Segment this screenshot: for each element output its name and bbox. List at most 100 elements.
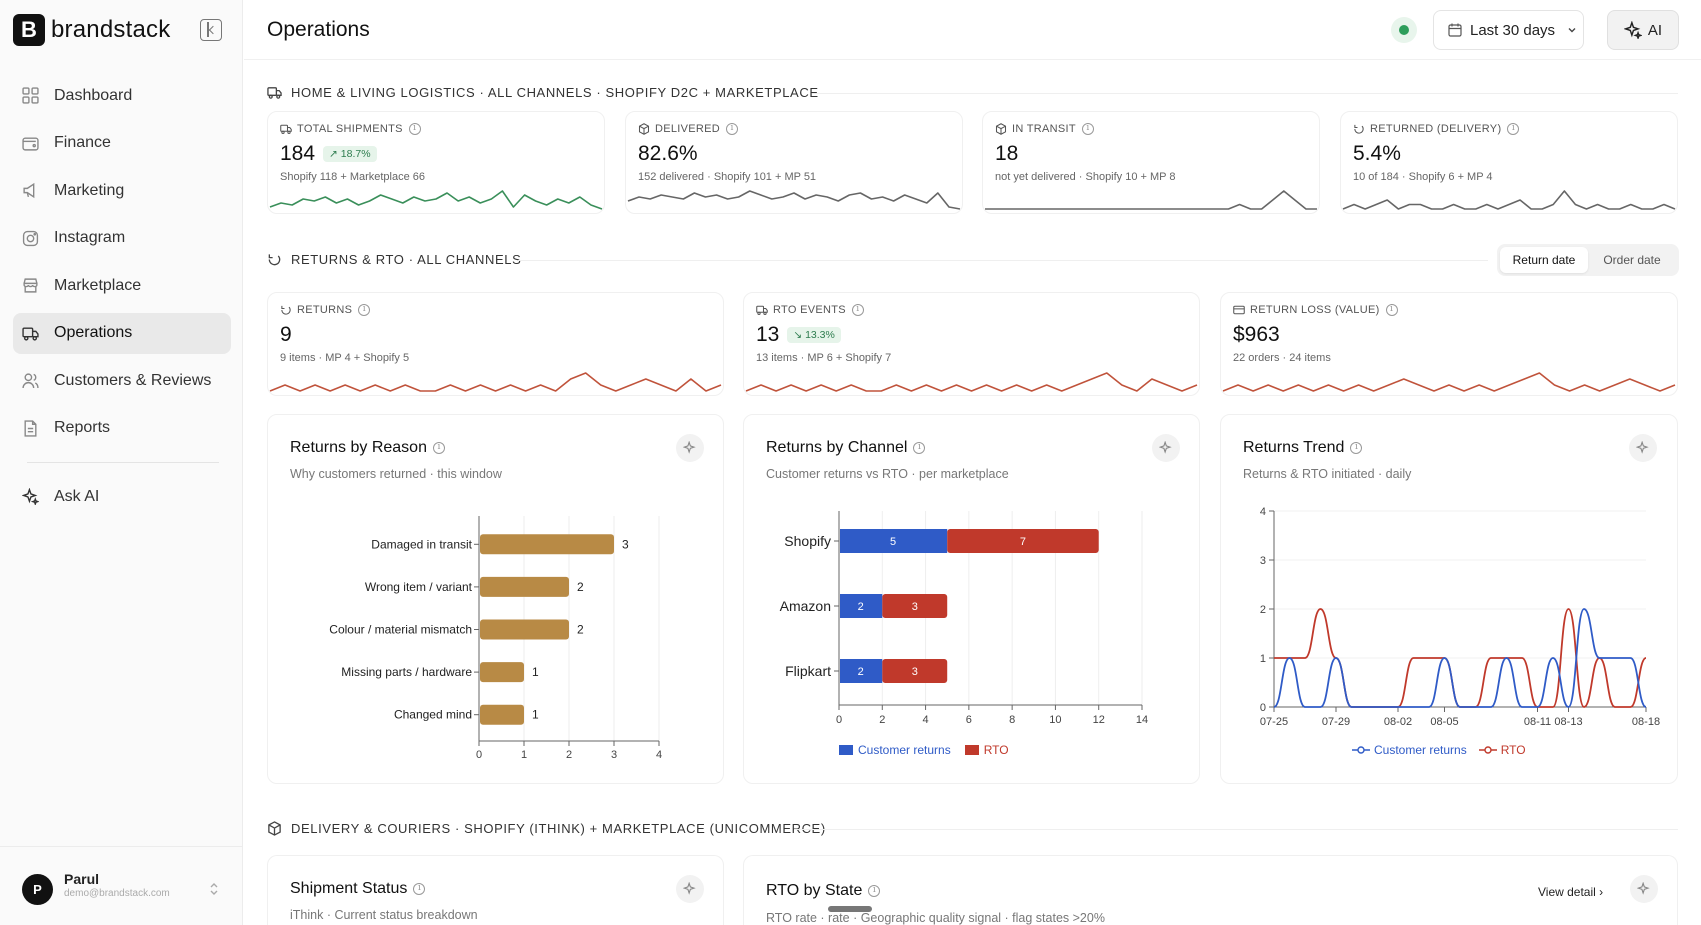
info-icon[interactable] [1507,123,1520,135]
calendar-icon [1448,23,1462,37]
kpi-label-text: DELIVERED [655,123,721,135]
kpi-value: 18 [995,142,1019,165]
bar[interactable] [480,662,524,683]
info-icon[interactable] [1385,304,1398,316]
info-icon[interactable] [358,304,371,316]
y-tick-label: 2 [1260,604,1266,616]
info-icon[interactable] [413,883,426,895]
store-icon [23,278,38,293]
sidebar-item-customers-reviews[interactable]: Customers & Reviews [13,360,231,401]
info-icon[interactable] [851,304,864,316]
category-label: Changed mind [394,708,472,722]
category-label: Wrong item / variant [365,580,473,594]
info-icon[interactable] [1081,123,1094,135]
bar[interactable] [480,576,569,597]
bar-segment[interactable] [840,529,948,553]
sidebar-item-label: Dashboard [54,86,133,104]
series-line[interactable] [1273,608,1647,708]
view-detail-link[interactable]: View detail › [1538,885,1604,899]
sparkle-icon [22,488,39,505]
legend-label: Customer returns [1374,743,1467,757]
scroll-indicator[interactable] [828,906,872,912]
instagram-icon [22,230,39,246]
chevron-up-down-icon[interactable] [208,880,220,898]
ai-button[interactable]: AI [1607,10,1679,50]
collapse-sidebar-icon[interactable] [200,19,222,41]
info-icon[interactable] [432,442,445,454]
user-profile[interactable]: P Parul demo@brandstack.com [0,846,243,925]
sidebar-item-ask-ai[interactable]: Ask AI [13,476,231,517]
info-icon[interactable] [868,885,881,897]
info-icon[interactable] [726,123,739,135]
file-icon [24,419,37,437]
sparkline [269,190,603,210]
change-badge: ↗ 18.7% [323,146,377,162]
kpi-value: 9 [280,323,292,346]
kpi-value-row: 13 ↘ 13.3% [756,323,841,347]
legend-swatch [964,745,979,755]
brand-logo[interactable]: B brandstack [13,14,170,46]
kpi-label-text: RETURN LOSS (VALUE) [1250,304,1380,316]
sidebar-item-reports[interactable]: Reports [13,408,231,449]
ai-insight-button[interactable] [676,875,704,903]
sparkline [745,372,1198,392]
sidebar-item-label: Ask AI [54,487,100,505]
date-basis-toggle: Return date Order date [1497,244,1679,276]
ai-insight-button[interactable] [1630,875,1658,903]
category-label: Missing parts / hardware [341,665,472,679]
kpi-label-text: RTO EVENTS [773,304,846,316]
sidebar-item-finance[interactable]: Finance [13,123,231,164]
kpi-card: RETURNS 9 9 items · MP 4 + Shopify 5 [267,292,724,396]
toggle-order-date[interactable]: Order date [1603,253,1661,267]
category-label: Flipkart [785,663,831,679]
kpi-label: RTO EVENTS [756,304,864,316]
kpi-card: IN TRANSIT 18 not yet delivered · Shopify … [982,111,1320,214]
x-tick-label: 07-25 [1260,716,1288,728]
sidebar-item-dashboard[interactable]: Dashboard [13,75,231,116]
ai-insight-button[interactable] [1629,434,1657,462]
data-label: 7 [1020,536,1026,548]
x-tick-label: 12 [1093,714,1105,726]
kpi-card: RETURNED (DELIVERY) 5.4% 10 of 184 · Shopi… [1340,111,1678,214]
chart-subtitle: iThink · Current status breakdown [290,908,478,922]
info-icon[interactable] [913,442,926,454]
sidebar-item-operations[interactable]: Operations [13,312,231,354]
sidebar-item-marketing[interactable]: Marketing [13,170,231,211]
sparkline-path [269,190,603,210]
avatar: P [22,874,53,905]
kpi-label-text: RETURNED (DELIVERY) [1370,123,1502,135]
kpi-label: TOTAL SHIPMENTS [280,123,421,135]
data-label: 3 [622,537,629,551]
y-tick-label: 0 [1260,702,1266,714]
ai-insight-button[interactable] [676,434,704,462]
bar[interactable] [480,704,524,725]
chart-subtitle: Why customers returned · this window [290,467,502,481]
sidebar-item-instagram[interactable]: Instagram [13,218,231,259]
date-range-select[interactable]: Last 30 days [1433,10,1584,50]
legend-swatch [839,745,853,755]
info-icon[interactable] [1350,442,1363,454]
bar-segment[interactable] [882,594,948,618]
chart-title: Returns by Reason [290,439,445,457]
toggle-return-date[interactable]: Return date [1500,247,1588,273]
returns-by-reason-card: Returns by Reason Why customers returned… [267,414,724,784]
sidebar-item-marketplace[interactable]: Marketplace [13,265,231,306]
kpi-subtext: 152 delivered · Shopify 101 + MP 51 [638,171,817,183]
bar-segment[interactable] [947,529,1099,553]
returns-section-heading: RETURNS & RTO · ALL CHANNELS [267,252,521,267]
bar[interactable] [480,534,614,555]
data-label: 2 [577,580,584,594]
x-tick-label: 08-11 [1524,716,1551,728]
returns-trend-card: Returns Trend Returns & RTO initiated · … [1220,414,1678,784]
x-tick-label: 4 [656,749,662,761]
bar-segment[interactable] [840,594,883,618]
bar-segment[interactable] [882,659,948,683]
logistics-section-heading: HOME & LIVING LOGISTICS · ALL CHANNELS ·… [267,85,819,100]
kpi-value-row: 82.6% [638,142,698,166]
bar-segment[interactable] [840,659,883,683]
bar[interactable] [480,619,569,640]
sparkle-icon [683,441,696,454]
ai-insight-button[interactable] [1152,434,1180,462]
info-icon[interactable] [408,123,421,135]
returns-by-reason-chart: 0 1 2 3 4 Damaged in transit 3 Wrong item / var… [329,516,662,761]
